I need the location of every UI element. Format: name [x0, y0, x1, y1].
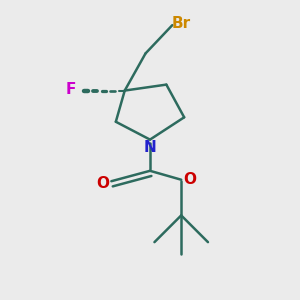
- Text: O: O: [96, 176, 109, 191]
- Text: N: N: [144, 140, 156, 155]
- Text: F: F: [66, 82, 76, 97]
- Text: Br: Br: [172, 16, 191, 31]
- Text: O: O: [183, 172, 196, 187]
